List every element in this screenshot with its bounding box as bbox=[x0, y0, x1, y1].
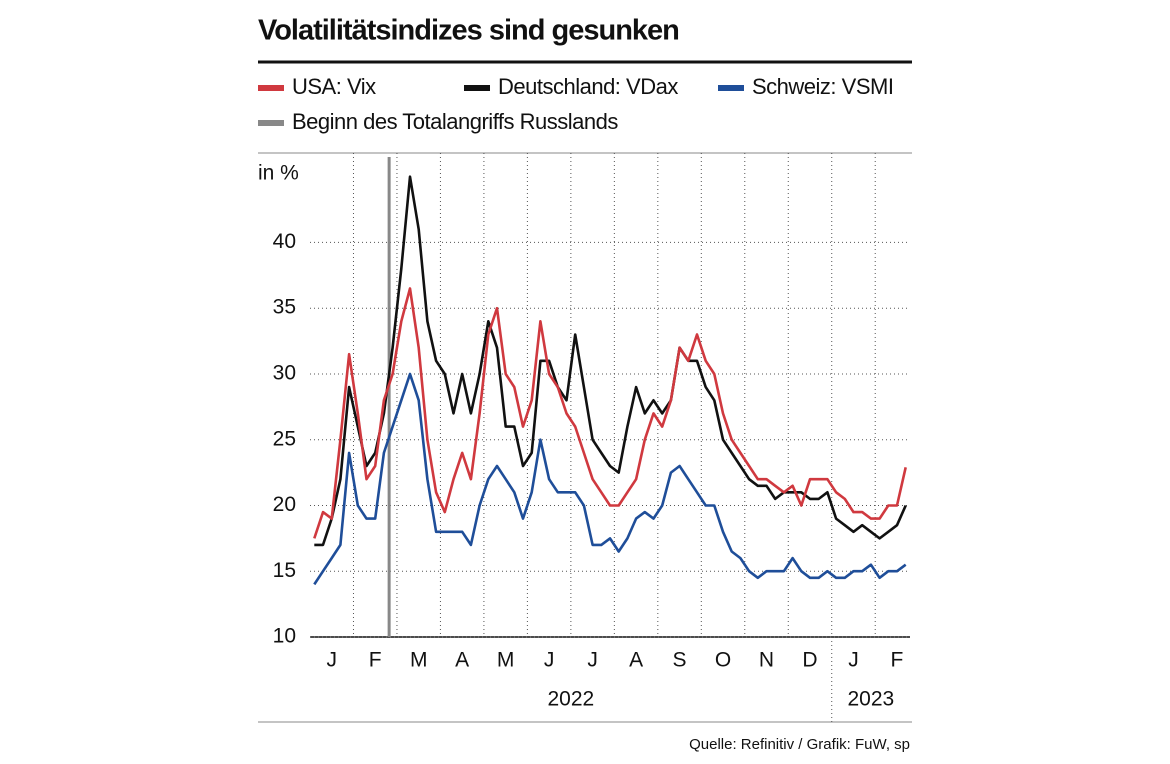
x-tick-label: J bbox=[848, 649, 859, 672]
y-tick-label: 30 bbox=[273, 362, 296, 385]
source: Quelle: Refinitiv / Grafik: FuW, sp bbox=[689, 736, 910, 753]
y-tick-label: 10 bbox=[273, 625, 296, 648]
legend-label: USA: Vix bbox=[292, 74, 376, 99]
y-tick-label: 25 bbox=[273, 427, 296, 450]
x-tick-label: N bbox=[759, 649, 774, 672]
x-tick-label: M bbox=[410, 649, 428, 672]
x-tick-label: J bbox=[587, 649, 598, 672]
x-tick-label: A bbox=[629, 649, 643, 672]
y-tick-label: 15 bbox=[273, 559, 296, 582]
x-tick-label: M bbox=[497, 649, 515, 672]
x-tick-label: F bbox=[891, 649, 904, 672]
y-tick-label: 20 bbox=[273, 493, 296, 516]
y-unit-label: in % bbox=[258, 162, 299, 185]
x-tick-label: F bbox=[369, 649, 382, 672]
x-tick-label: D bbox=[802, 649, 817, 672]
series-line bbox=[313, 287, 907, 539]
x-tick-label: O bbox=[715, 649, 731, 672]
series-line bbox=[313, 372, 907, 586]
chart-title: Volatilitätsindizes sind gesunken bbox=[258, 15, 679, 47]
y-tick-label: 40 bbox=[273, 230, 296, 253]
series-line bbox=[314, 175, 907, 547]
year-label: 2023 bbox=[848, 688, 895, 711]
x-tick-label: J bbox=[326, 649, 337, 672]
x-tick-label: A bbox=[455, 649, 469, 672]
y-tick-label: 35 bbox=[273, 296, 296, 319]
x-tick-label: J bbox=[544, 649, 555, 672]
legend-label: Deutschland: VDax bbox=[498, 74, 678, 99]
legend-label: Schweiz: VSMI bbox=[752, 74, 893, 99]
legend-label: Beginn des Totalangriffs Russlands bbox=[292, 109, 618, 134]
year-label: 2022 bbox=[548, 688, 595, 711]
x-tick-label: S bbox=[673, 649, 687, 672]
